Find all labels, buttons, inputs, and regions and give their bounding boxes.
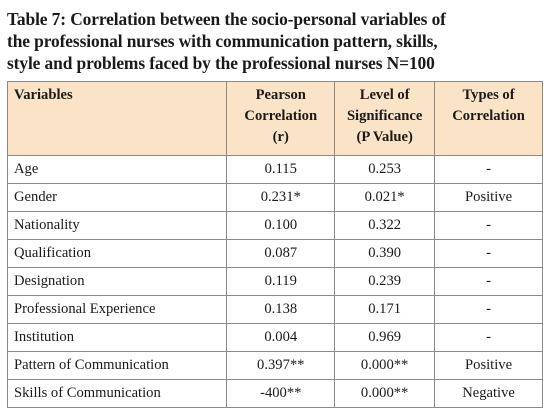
cell-correlation-type: - [434, 295, 543, 324]
cell-variable: Skills of Communication [6, 379, 228, 408]
cell-correlation-type: Negative [434, 379, 543, 408]
header-pearson-line-2: Correlation [244, 108, 318, 124]
table-row: Gender 0.231* 0.021* Positive [6, 183, 543, 212]
cell-pearson-r: 0.397** [226, 351, 336, 380]
cell-p-value: 0.171 [334, 295, 436, 324]
caption-line-2: the professional nurses with communicati… [7, 31, 438, 51]
header-types-line-1: Types of [462, 87, 515, 103]
cell-p-value: 0.390 [334, 239, 436, 268]
header-variables: Variables [6, 81, 228, 156]
header-pearson-line-1: Pearson [255, 87, 306, 103]
cell-pearson-r: 0.100 [226, 211, 336, 240]
cell-pearson-r: 0.115 [226, 155, 336, 184]
header-pearson-line-3: (r) [272, 129, 289, 145]
cell-p-value: 0.239 [334, 267, 436, 296]
table-row: Pattern of Communication 0.397** 0.000**… [6, 351, 543, 380]
cell-correlation-type: - [434, 211, 543, 240]
cell-variable: Pattern of Communication [6, 351, 228, 380]
header-types-line-2: Correlation [452, 108, 525, 124]
table-row: Nationality 0.100 0.322 - [6, 211, 543, 240]
header-level-line-3: (P Value) [356, 129, 413, 145]
table-row: Professional Experience 0.138 0.171 - [6, 295, 543, 324]
header-level-of-significance: Level of Significance (P Value) [334, 81, 436, 156]
cell-variable: Age [6, 155, 228, 184]
cell-pearson-r: 0.004 [226, 323, 336, 352]
header-variables-label: Variables [14, 87, 73, 103]
table-header-row: Variables Pearson Correlation (r) Level … [6, 81, 543, 156]
header-types-of-correlation: Types of Correlation [434, 81, 543, 156]
cell-correlation-type: - [434, 239, 543, 268]
table-row: Institution 0.004 0.969 - [6, 323, 543, 352]
cell-variable: Gender [6, 183, 228, 212]
cell-correlation-type: - [434, 267, 543, 296]
cell-p-value: 0.253 [334, 155, 436, 184]
cell-pearson-r: 0.087 [226, 239, 336, 268]
cell-correlation-type: Positive [434, 351, 543, 380]
cell-pearson-r: -400** [226, 379, 336, 408]
caption-line-1: Table 7: Correlation between the socio-p… [7, 9, 446, 29]
caption-line-3: style and problems faced by the professi… [7, 53, 435, 73]
cell-variable: Designation [6, 267, 228, 296]
cell-pearson-r: 0.138 [226, 295, 336, 324]
header-level-line-1: Level of [359, 87, 410, 103]
cell-variable: Professional Experience [6, 295, 228, 324]
table-caption: Table 7: Correlation between the socio-p… [7, 8, 547, 74]
cell-pearson-r: 0.119 [226, 267, 336, 296]
cell-pearson-r: 0.231* [226, 183, 336, 212]
cell-variable: Institution [6, 323, 228, 352]
cell-p-value: 0.969 [334, 323, 436, 352]
table-row: Age 0.115 0.253 - [6, 155, 543, 184]
cell-variable: Nationality [6, 211, 228, 240]
cell-correlation-type: Positive [434, 183, 543, 212]
table-row: Qualification 0.087 0.390 - [6, 239, 543, 268]
cell-p-value: 0.000** [334, 379, 436, 408]
correlation-table: Variables Pearson Correlation (r) Level … [6, 81, 543, 408]
header-pearson-correlation: Pearson Correlation (r) [226, 81, 336, 156]
table-row: Skills of Communication -400** 0.000** N… [6, 379, 543, 408]
header-level-line-2: Significance [346, 108, 423, 124]
cell-p-value: 0.000** [334, 351, 436, 380]
cell-correlation-type: - [434, 155, 543, 184]
cell-p-value: 0.021* [334, 183, 436, 212]
cell-p-value: 0.322 [334, 211, 436, 240]
cell-correlation-type: - [434, 323, 543, 352]
table-row: Designation 0.119 0.239 - [6, 267, 543, 296]
cell-variable: Qualification [6, 239, 228, 268]
